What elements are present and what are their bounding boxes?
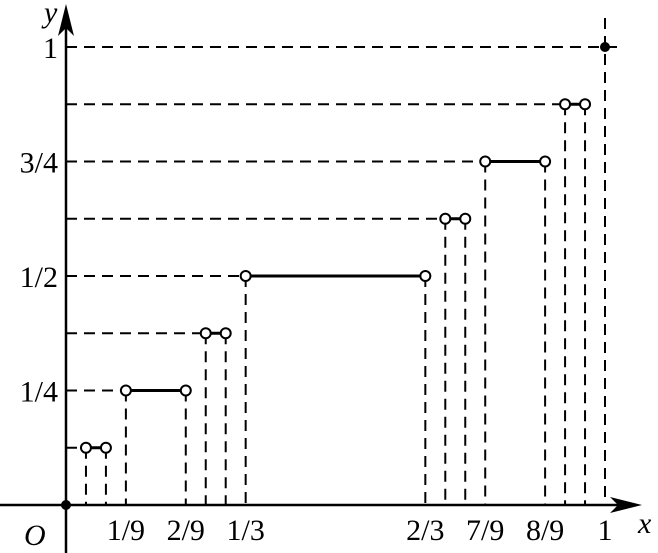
- x-tick-label-2: 1/3: [226, 514, 264, 547]
- open-point-5-left: [479, 155, 492, 168]
- endpoint-markers: [61, 42, 610, 510]
- x-tick-label-1: 2/9: [167, 514, 205, 547]
- x-axis-arrow: [610, 497, 642, 513]
- open-point-0-right: [99, 441, 112, 454]
- y-tick-label-0: 1/4: [20, 376, 58, 409]
- open-point-1-right: [179, 384, 192, 397]
- open-point-4-right: [459, 212, 472, 225]
- x-tick-label-3: 2/3: [406, 514, 444, 547]
- open-point-2-right: [219, 327, 232, 340]
- open-point-1-left: [119, 384, 132, 397]
- y-tick-label-1: 1/2: [20, 261, 58, 294]
- x-tick-label-4: 7/9: [466, 514, 504, 547]
- x-tick-label-6: 1: [598, 514, 613, 547]
- open-point-5-right: [539, 155, 552, 168]
- x-tick-label-0: 1/9: [107, 514, 145, 547]
- y-tick-label-2: 3/4: [20, 147, 58, 180]
- y-axis-arrow: [58, 4, 74, 36]
- y-axis-label: y: [41, 0, 58, 29]
- origin-label: O: [24, 519, 46, 552]
- open-point-2-left: [199, 327, 212, 340]
- open-point-6-right: [579, 98, 592, 111]
- open-point-0-left: [79, 441, 92, 454]
- filled-point-1: [600, 42, 610, 52]
- x-tick-label-5: 8/9: [526, 514, 564, 547]
- axes: [0, 4, 642, 553]
- open-point-6-left: [559, 98, 572, 111]
- x-axis-label: x: [637, 507, 652, 540]
- open-point-3-right: [419, 270, 432, 282]
- y-tick-label-3: 1: [43, 32, 58, 65]
- dashed-guide-lines: [66, 18, 621, 505]
- open-point-3-left: [239, 270, 252, 282]
- tick-labels: y x O 1/9 2/9 1/3 2/3 7/9 8/9 1 1/4 1/2 3/4 1: [20, 0, 652, 552]
- open-point-4-left: [439, 212, 452, 225]
- filled-point-0: [61, 500, 71, 510]
